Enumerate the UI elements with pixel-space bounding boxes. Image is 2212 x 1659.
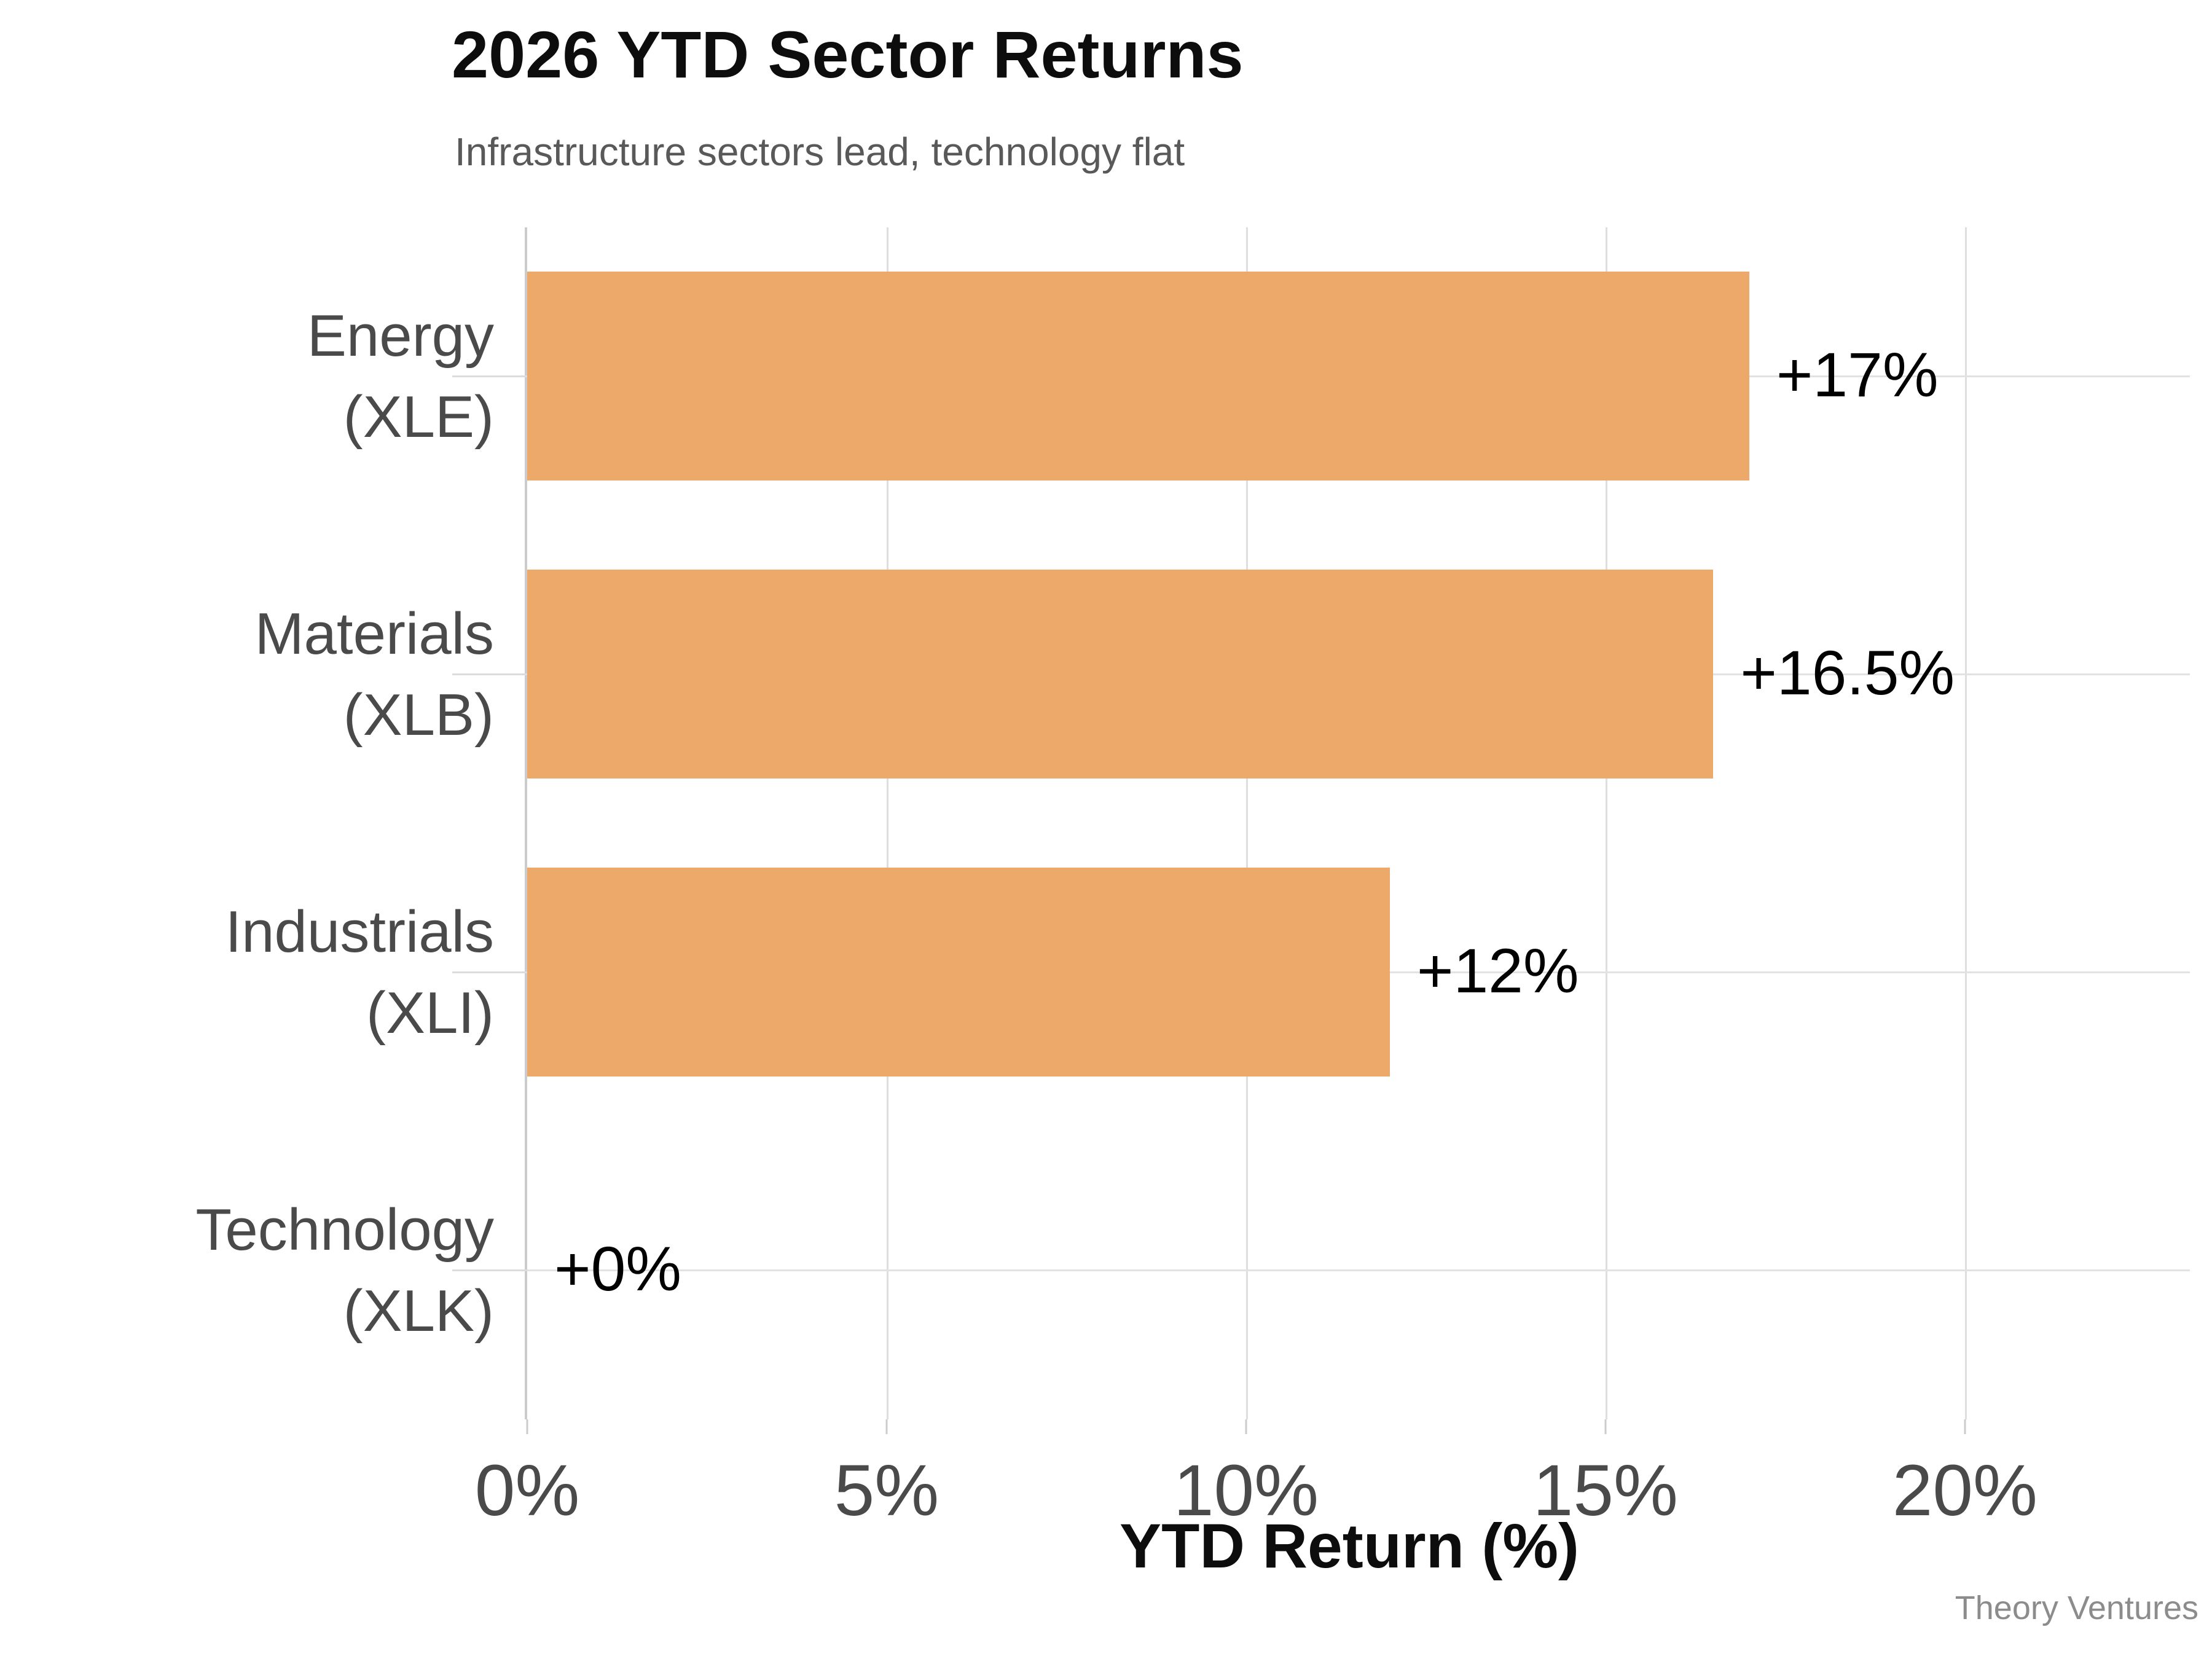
value-label-technology: +0% <box>554 1233 681 1304</box>
bar-row-technology: Technology (XLK) +0% <box>195 1121 2190 1419</box>
bar-row-industrials: Industrials (XLI) +12% <box>225 823 2190 1121</box>
category-label-industrials: Industrials (XLI) <box>225 898 494 1046</box>
x-tickmark-20pct <box>1964 1419 1966 1434</box>
gridline-20pct <box>1964 227 1967 1419</box>
category-tick <box>452 1269 527 1271</box>
category-label-materials: Materials (XLB) <box>254 600 494 748</box>
x-tickmark-0pct <box>526 1419 528 1434</box>
attribution-text: Theory Ventures <box>1955 1590 2198 1626</box>
x-tick-label-5pct: 5% <box>834 1450 939 1531</box>
chart-title: 2026 YTD Sector Returns <box>452 17 1244 92</box>
gridline-15pct <box>1605 227 1607 1419</box>
x-tick-label-20pct: 20% <box>1892 1450 2037 1531</box>
x-tickmark-5pct <box>885 1419 888 1434</box>
value-label-industrials: +12% <box>1416 935 1579 1006</box>
plot-area: Energy (XLE) +17% Materials (XLB) +16.5%… <box>195 227 2190 1581</box>
x-tick-label-15pct: 15% <box>1532 1450 1678 1531</box>
category-tick <box>452 375 527 377</box>
x-tickmark-10pct <box>1245 1419 1247 1434</box>
x-tickmark-15pct <box>1604 1419 1607 1434</box>
gridline-10pct <box>1245 227 1248 1419</box>
x-axis-label: YTD Return (%) <box>1120 1511 1580 1581</box>
bar-industrials <box>527 868 1390 1077</box>
x-tick-label-10pct: 10% <box>1173 1450 1319 1531</box>
bar-row-materials: Materials (XLB) +16.5% <box>255 525 2190 823</box>
value-label-materials: +16.5% <box>1740 637 1955 708</box>
category-gridline <box>527 1269 2190 1271</box>
bar-row-energy: Energy (XLE) +17% <box>307 227 2190 525</box>
chart-subtitle: Infrastructure sectors lead, technology … <box>455 130 1185 174</box>
category-label-technology: Technology (XLK) <box>195 1196 494 1344</box>
gridline-5pct <box>886 227 888 1419</box>
category-label-energy: Energy (XLE) <box>307 302 494 450</box>
value-label-energy: +17% <box>1776 339 1939 410</box>
category-tick <box>452 971 527 973</box>
category-tick <box>452 673 527 675</box>
x-tick-label-0pct: 0% <box>474 1450 580 1531</box>
bar-materials <box>527 570 1714 779</box>
bar-energy <box>527 272 1749 480</box>
